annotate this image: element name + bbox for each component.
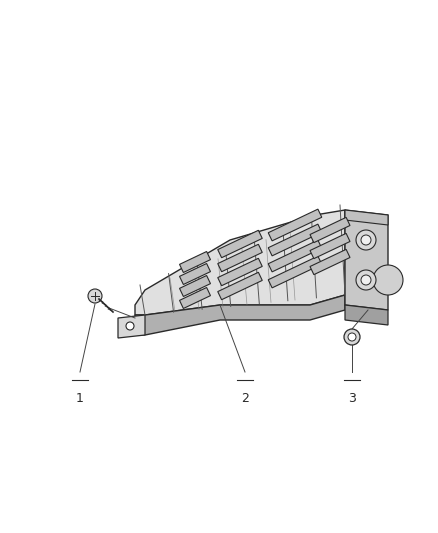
Polygon shape [135, 295, 345, 335]
Polygon shape [310, 217, 350, 243]
Polygon shape [345, 210, 388, 310]
Circle shape [361, 275, 371, 285]
Text: 1: 1 [76, 392, 84, 405]
Polygon shape [180, 252, 211, 272]
Circle shape [356, 230, 376, 250]
Polygon shape [180, 287, 211, 309]
Polygon shape [268, 240, 322, 272]
Circle shape [88, 289, 102, 303]
Polygon shape [180, 263, 211, 285]
Circle shape [344, 329, 360, 345]
Polygon shape [268, 224, 322, 256]
Polygon shape [180, 276, 211, 296]
Circle shape [126, 322, 134, 330]
Text: 3: 3 [348, 392, 356, 405]
Circle shape [373, 265, 403, 295]
Polygon shape [310, 249, 350, 274]
Polygon shape [218, 272, 262, 300]
Text: 2: 2 [241, 392, 249, 405]
Circle shape [361, 235, 371, 245]
Polygon shape [310, 233, 350, 259]
Polygon shape [118, 315, 145, 338]
Polygon shape [218, 230, 262, 258]
Polygon shape [218, 259, 262, 286]
Polygon shape [345, 210, 388, 225]
Polygon shape [345, 305, 388, 325]
Polygon shape [218, 244, 262, 272]
Circle shape [348, 333, 356, 341]
Polygon shape [135, 210, 345, 315]
Circle shape [356, 270, 376, 290]
Polygon shape [268, 256, 322, 288]
Polygon shape [268, 209, 322, 241]
